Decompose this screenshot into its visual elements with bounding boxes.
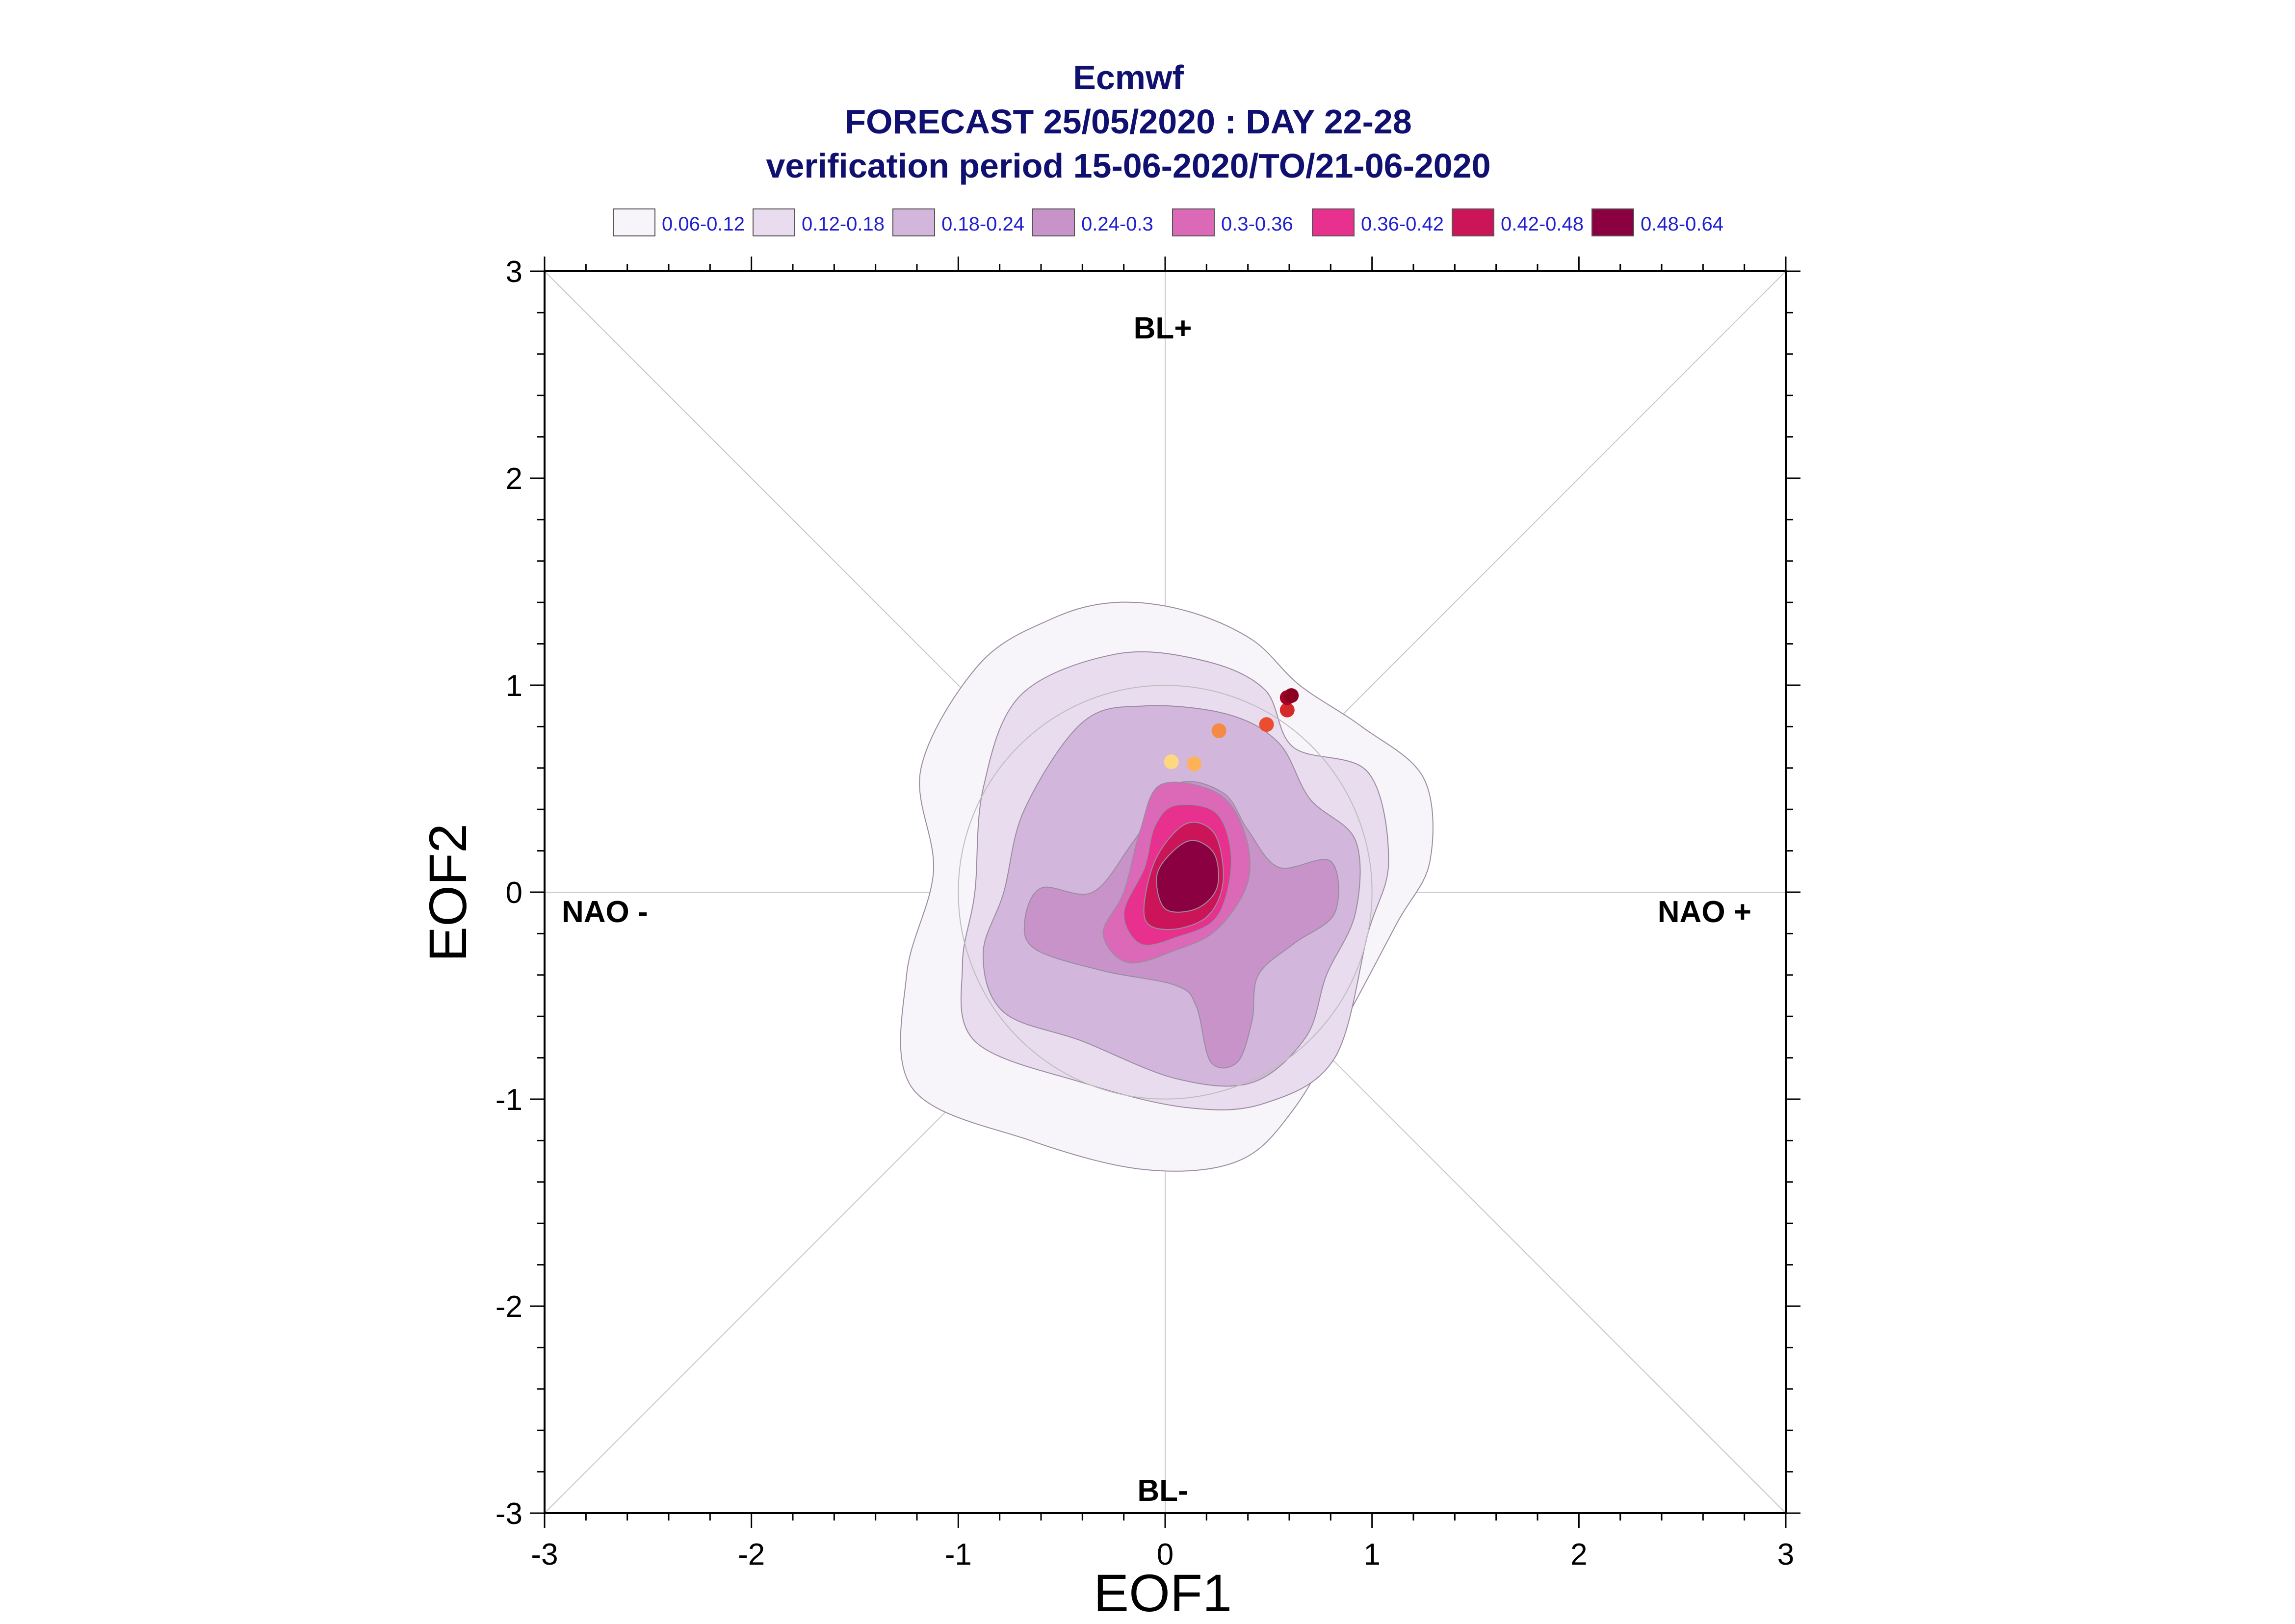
x-tick-label: 3 xyxy=(1777,1538,1794,1572)
x-tick-labels: -3 -2 -1 0 1 2 3 xyxy=(531,1538,1794,1572)
legend-swatch xyxy=(1312,208,1355,236)
legend-label: 0.12-0.18 xyxy=(802,213,885,235)
legend-swatch xyxy=(1452,208,1494,236)
density-contours xyxy=(900,601,1434,1172)
title-line-3: verification period 15-06-2020/TO/21-06-… xyxy=(766,147,1490,185)
y-tick-label: 3 xyxy=(506,255,522,289)
forecast-marker xyxy=(1211,723,1226,738)
legend-label: 0.36-0.42 xyxy=(1361,213,1444,235)
legend-label: 0.48-0.64 xyxy=(1641,213,1723,235)
y-tick-label: 0 xyxy=(506,876,522,910)
legend-swatch xyxy=(1172,208,1215,236)
plot-area: -3 -2 -1 0 1 2 3 -3 -2 -1 0 1 2 3 xyxy=(496,255,1800,1572)
y-tick-label: 2 xyxy=(506,462,522,496)
forecast-marker xyxy=(1279,702,1295,718)
legend: 0.06-0.12 0.12-0.18 0.18-0.24 0.24-0.3 0… xyxy=(613,208,1723,236)
x-tick-label: 1 xyxy=(1363,1538,1380,1572)
legend-label: 0.42-0.48 xyxy=(1501,213,1584,235)
regime-label-bottom: BL- xyxy=(1137,1474,1188,1508)
legend-label: 0.3-0.36 xyxy=(1221,213,1293,235)
forecast-marker xyxy=(1187,756,1202,772)
regime-label-right: NAO + xyxy=(1658,895,1751,929)
x-tick-label: -1 xyxy=(945,1538,972,1572)
legend-swatch xyxy=(892,208,935,236)
y-tick-label: -2 xyxy=(496,1290,522,1324)
title-line-2: FORECAST 25/05/2020 : DAY 22-28 xyxy=(845,103,1412,141)
axes xyxy=(530,257,1800,1528)
reference-circle xyxy=(958,685,1373,1100)
title-line-1: Ecmwf xyxy=(1073,58,1184,97)
legend-swatch xyxy=(1032,208,1075,236)
forecast-marker xyxy=(1259,717,1274,732)
forecast-markers xyxy=(1164,688,1299,772)
y-tick-label: 1 xyxy=(506,669,522,703)
y-tick-label: -3 xyxy=(496,1497,522,1531)
regime-label-top: BL+ xyxy=(1134,311,1192,345)
regime-label-left: NAO - xyxy=(562,895,648,929)
x-tick-label: 2 xyxy=(1570,1538,1587,1572)
legend-swatch xyxy=(613,208,655,236)
forecast-marker xyxy=(1164,754,1179,770)
y-tick-labels: -3 -2 -1 0 1 2 3 xyxy=(496,255,522,1531)
chart-title: Ecmwf FORECAST 25/05/2020 : DAY 22-28 ve… xyxy=(766,58,1490,185)
x-axis-label: EOF1 xyxy=(1094,1563,1232,1623)
x-tick-label: -3 xyxy=(531,1538,558,1572)
y-tick-label: -1 xyxy=(496,1083,522,1117)
contour-level-7 xyxy=(1156,840,1219,913)
forecast-marker xyxy=(1284,688,1299,703)
legend-label: 0.18-0.24 xyxy=(941,213,1024,235)
y-axis-label: EOF2 xyxy=(418,824,477,962)
x-tick-label: 0 xyxy=(1157,1538,1174,1572)
legend-swatch xyxy=(753,208,795,236)
x-tick-label: -2 xyxy=(738,1538,765,1572)
legend-label: 0.06-0.12 xyxy=(662,213,745,235)
legend-swatch xyxy=(1591,208,1634,236)
legend-label: 0.24-0.3 xyxy=(1081,213,1153,235)
